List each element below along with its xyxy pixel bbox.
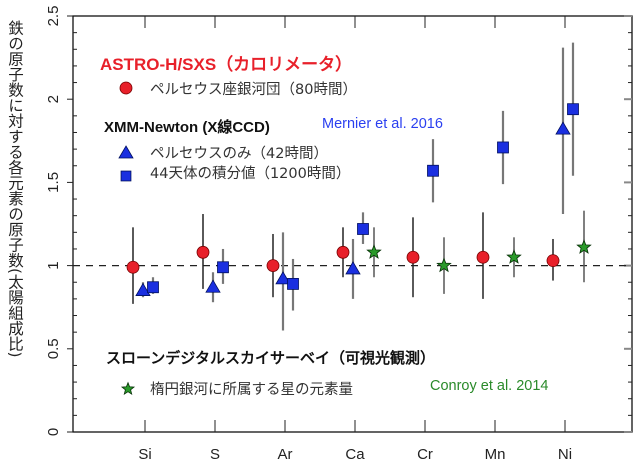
data-point-triangle [135, 282, 151, 296]
y-tick-label: 1.5 [45, 172, 62, 193]
x-tick-label: Ar [278, 446, 293, 463]
data-point-triangle [205, 279, 221, 293]
legend-reference-mernier: Mernier et al. 2016 [322, 116, 443, 132]
data-point-square [357, 223, 369, 235]
data-point-circle [196, 245, 210, 259]
data-point-circle [126, 260, 140, 274]
data-point-triangle [275, 271, 291, 285]
data-point-circle [546, 254, 560, 268]
data-point-triangle [345, 261, 361, 275]
data-point-star [436, 257, 452, 273]
x-tick-label: S [210, 446, 220, 463]
legend-marker-triangle [118, 145, 134, 159]
plot-frame [72, 15, 633, 433]
legend-marker-circle [119, 81, 133, 95]
data-point-square [427, 164, 439, 177]
legend-entry-44-objects: 44天体の積分値（1200時間） [150, 166, 351, 182]
data-point-circle [336, 245, 350, 259]
y-tick-label: 2.5 [45, 6, 62, 27]
legend-title-xmm: XMM-Newton (X線CCD) [104, 119, 270, 136]
x-tick-label: Cr [417, 446, 433, 463]
data-point-circle [406, 250, 420, 264]
data-point-square [497, 141, 509, 154]
legend-marker-square [120, 170, 132, 182]
legend-title-astro-h: ASTRO-H/SXS（カロリメータ） [100, 55, 353, 74]
data-point-circle [476, 250, 490, 264]
data-point-square [287, 278, 299, 290]
data-point-star [506, 249, 522, 264]
legend-title-sdss: スローンデジタルスカイサーベイ（可視光観測） [106, 350, 435, 367]
data-point-star [576, 239, 592, 254]
legend-entry-perseus-sxs: ペルセウス座銀河団（80時間） [150, 82, 357, 98]
data-point-square [217, 261, 229, 274]
data-point-square [147, 281, 159, 294]
legend-entry-elliptical-stars: 楕円銀河に所属する星の元素量 [150, 382, 353, 398]
legend-reference-conroy: Conroy et al. 2014 [430, 378, 549, 394]
y-tick-label: 0 [45, 428, 62, 436]
data-point-circle [266, 259, 280, 273]
legend-marker-star [120, 381, 136, 395]
data-point-square [567, 103, 579, 116]
legend-entry-perseus-xmm: ペルセウスのみ（42時間） [150, 146, 328, 162]
data-point-star [366, 244, 382, 259]
x-tick-label: Mn [485, 446, 506, 463]
y-tick-label: 2 [45, 95, 62, 103]
y-axis-label: 鉄の原子数に対する各元素の原子数(太陽組成比) [6, 20, 24, 358]
y-tick-label: 0.5 [45, 338, 62, 359]
x-tick-label: Ca [345, 446, 365, 463]
x-tick-label: Si [138, 446, 151, 463]
y-tick-label: 1 [45, 261, 62, 269]
data-point-triangle [555, 121, 571, 135]
x-tick-label: Ni [558, 446, 572, 463]
